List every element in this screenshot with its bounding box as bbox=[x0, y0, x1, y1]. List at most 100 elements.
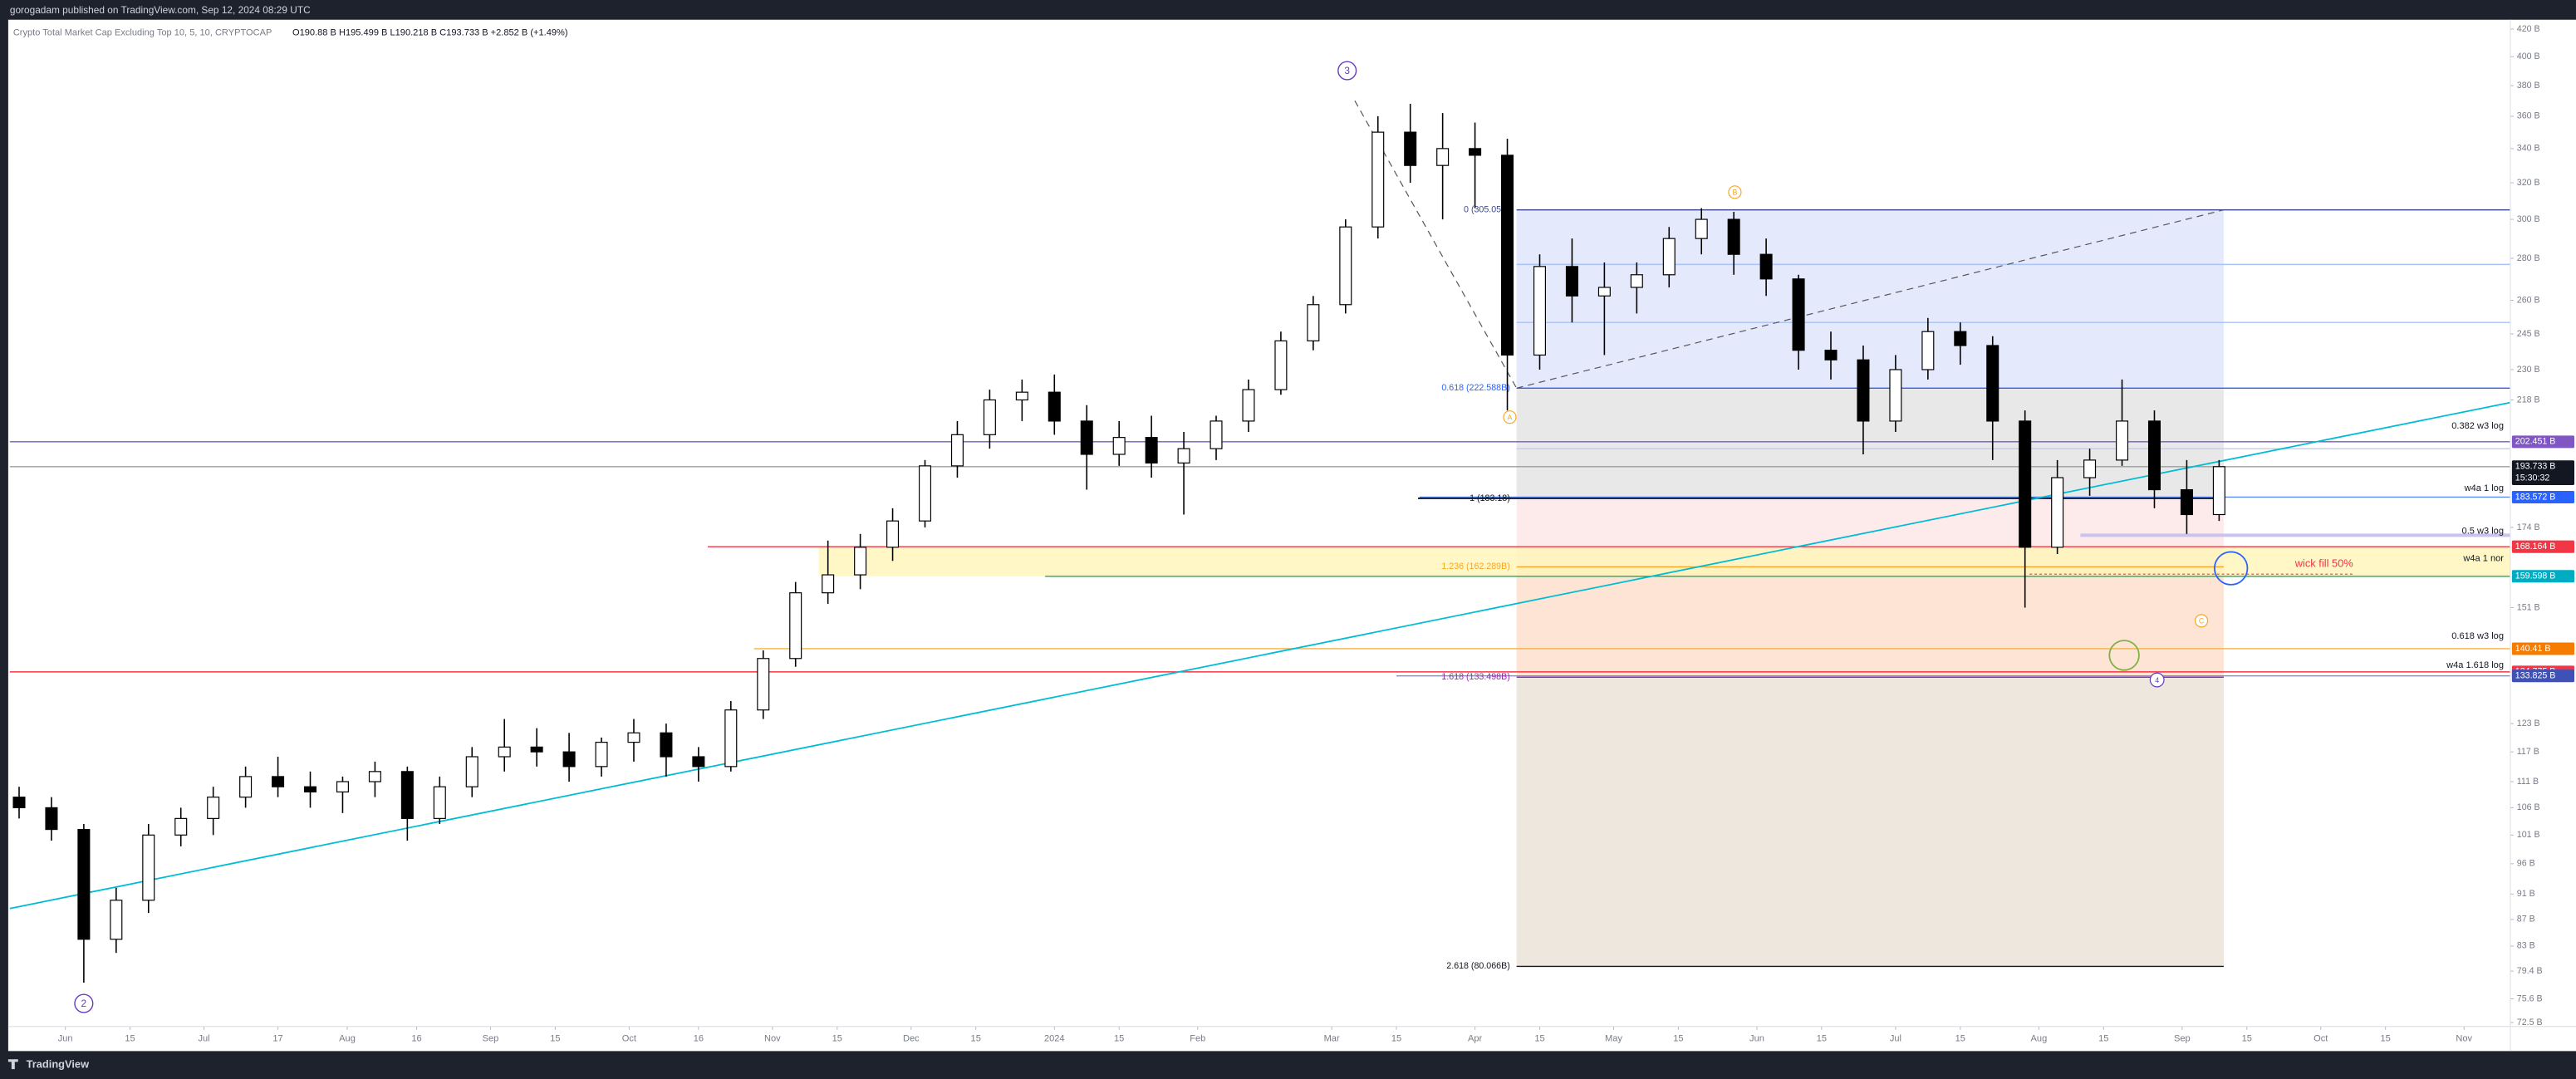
candle-body bbox=[336, 781, 349, 792]
candle-body bbox=[272, 776, 285, 787]
x-tick-label: Jun bbox=[58, 1033, 73, 1043]
wave-marker bbox=[1337, 61, 1357, 81]
trendline bbox=[9, 401, 2511, 910]
y-tick-label: 111 B bbox=[2517, 777, 2539, 787]
x-tick-label: 16 bbox=[694, 1033, 704, 1043]
price-tag bbox=[2511, 460, 2575, 485]
y-tick-label: 400 B bbox=[2517, 51, 2540, 61]
x-tick-label: 15 bbox=[1817, 1033, 1827, 1043]
candle-body bbox=[1533, 266, 1547, 356]
candle-body bbox=[1145, 437, 1158, 463]
candle-body bbox=[1501, 154, 1514, 356]
wave-label: A bbox=[1508, 414, 1513, 422]
x-tick-label: Feb bbox=[1190, 1033, 1205, 1043]
candle-body bbox=[239, 776, 253, 798]
candle-body bbox=[1889, 369, 1902, 422]
x-tick-label: 15 bbox=[125, 1033, 135, 1043]
candle-body bbox=[595, 742, 608, 768]
y-tick-label: 280 B bbox=[2517, 253, 2540, 263]
x-tick-label: Jul bbox=[1890, 1033, 1901, 1043]
price-tag bbox=[2511, 642, 2575, 655]
candle-body bbox=[1630, 274, 1643, 288]
candle-body bbox=[1824, 350, 1838, 360]
price-tag-label: 140.41 B bbox=[2515, 644, 2551, 654]
candle-body bbox=[1954, 331, 1967, 346]
candle-body bbox=[950, 434, 964, 467]
x-tick-label: 15 bbox=[1534, 1033, 1544, 1043]
wave-label: 3 bbox=[1344, 65, 1350, 76]
fib-label: 1.236 (162.289B) bbox=[1441, 562, 1509, 571]
y-tick-label: 300 B bbox=[2517, 214, 2540, 224]
candle-body bbox=[465, 756, 478, 787]
x-tick-label: 16 bbox=[411, 1033, 421, 1043]
candle-body bbox=[627, 732, 640, 743]
x-tick-label: 15 bbox=[832, 1033, 842, 1043]
candle-body bbox=[918, 465, 932, 522]
candle-body bbox=[498, 746, 511, 758]
candle-body bbox=[1597, 287, 1611, 297]
candle-body bbox=[45, 807, 58, 831]
candle-body bbox=[400, 771, 414, 819]
candle-body bbox=[1048, 391, 1061, 422]
candle-body bbox=[789, 592, 802, 660]
y-tick-label: 218 B bbox=[2517, 395, 2540, 405]
y-tick-label: 174 B bbox=[2517, 522, 2540, 532]
candle-body bbox=[1080, 420, 1093, 455]
fib-label: 1 (183.18) bbox=[1470, 493, 1510, 503]
candle-body bbox=[1015, 391, 1028, 401]
candle-body bbox=[2019, 420, 2032, 548]
price-tag-label: 202.451 B bbox=[2515, 437, 2556, 447]
y-tick-label: 96 B bbox=[2517, 859, 2535, 869]
level-note: w4a 1 log bbox=[2464, 483, 2504, 493]
candle-body bbox=[660, 732, 673, 758]
candle-body bbox=[757, 658, 770, 711]
y-tick-label: 245 B bbox=[2517, 329, 2540, 339]
x-tick-label: Dec bbox=[903, 1033, 920, 1043]
y-tick-label: 75.6 B bbox=[2517, 993, 2543, 1003]
candle-body bbox=[530, 746, 543, 753]
price-tag bbox=[2511, 490, 2575, 504]
x-tick-label: 15 bbox=[971, 1033, 981, 1043]
y-tick-label: 117 B bbox=[2517, 747, 2539, 757]
x-tick-label: Aug bbox=[339, 1033, 356, 1043]
candle-body bbox=[854, 547, 867, 576]
brand-logo bbox=[7, 1059, 18, 1070]
x-tick-label: Sep bbox=[483, 1033, 499, 1043]
dashed-line bbox=[1516, 209, 2225, 389]
candle-body bbox=[433, 786, 446, 819]
level-note: w4a 1.618 log bbox=[2446, 660, 2504, 670]
y-tick-label: 320 B bbox=[2517, 178, 2540, 188]
candle-body bbox=[2083, 459, 2097, 478]
candle-body bbox=[1857, 359, 1870, 422]
x-tick-label: Apr bbox=[1468, 1033, 1483, 1043]
candle-body bbox=[1177, 448, 1190, 463]
x-tick-label: Oct bbox=[2313, 1033, 2328, 1043]
candle-body bbox=[1759, 253, 1773, 280]
level-note: 0.382 w3 log bbox=[2451, 421, 2504, 431]
price-tag-countdown: 15:30:32 bbox=[2515, 473, 2550, 483]
candle-body bbox=[303, 786, 317, 792]
candle-body bbox=[2212, 466, 2225, 516]
candle-body bbox=[1436, 148, 1450, 166]
candle-body bbox=[1565, 266, 1578, 297]
y-tick-label: 360 B bbox=[2517, 111, 2540, 121]
candle-body bbox=[12, 797, 26, 808]
x-tick-label: Nov bbox=[764, 1033, 781, 1043]
candle-body bbox=[1307, 304, 1320, 341]
candle-body bbox=[77, 828, 91, 940]
price-tag bbox=[2511, 669, 2575, 683]
x-tick-label: 15 bbox=[550, 1033, 560, 1043]
x-tick-label: Jun bbox=[1749, 1033, 1764, 1043]
x-tick-label: 15 bbox=[1114, 1033, 1124, 1043]
y-tick-label: 151 B bbox=[2517, 602, 2540, 612]
candle-body bbox=[886, 520, 900, 548]
fib-label: 2.618 (80.066B) bbox=[1446, 961, 1509, 971]
wick-fill-label: wick fill 50% bbox=[2294, 557, 2353, 570]
y-tick-label: 420 B bbox=[2517, 24, 2540, 34]
y-tick-label: 83 B bbox=[2517, 941, 2535, 951]
candle-body bbox=[1209, 420, 1223, 449]
price-tag-label: 193.733 B bbox=[2515, 462, 2556, 472]
x-tick-label: 15 bbox=[1673, 1033, 1683, 1043]
candle-body bbox=[1242, 389, 1255, 422]
